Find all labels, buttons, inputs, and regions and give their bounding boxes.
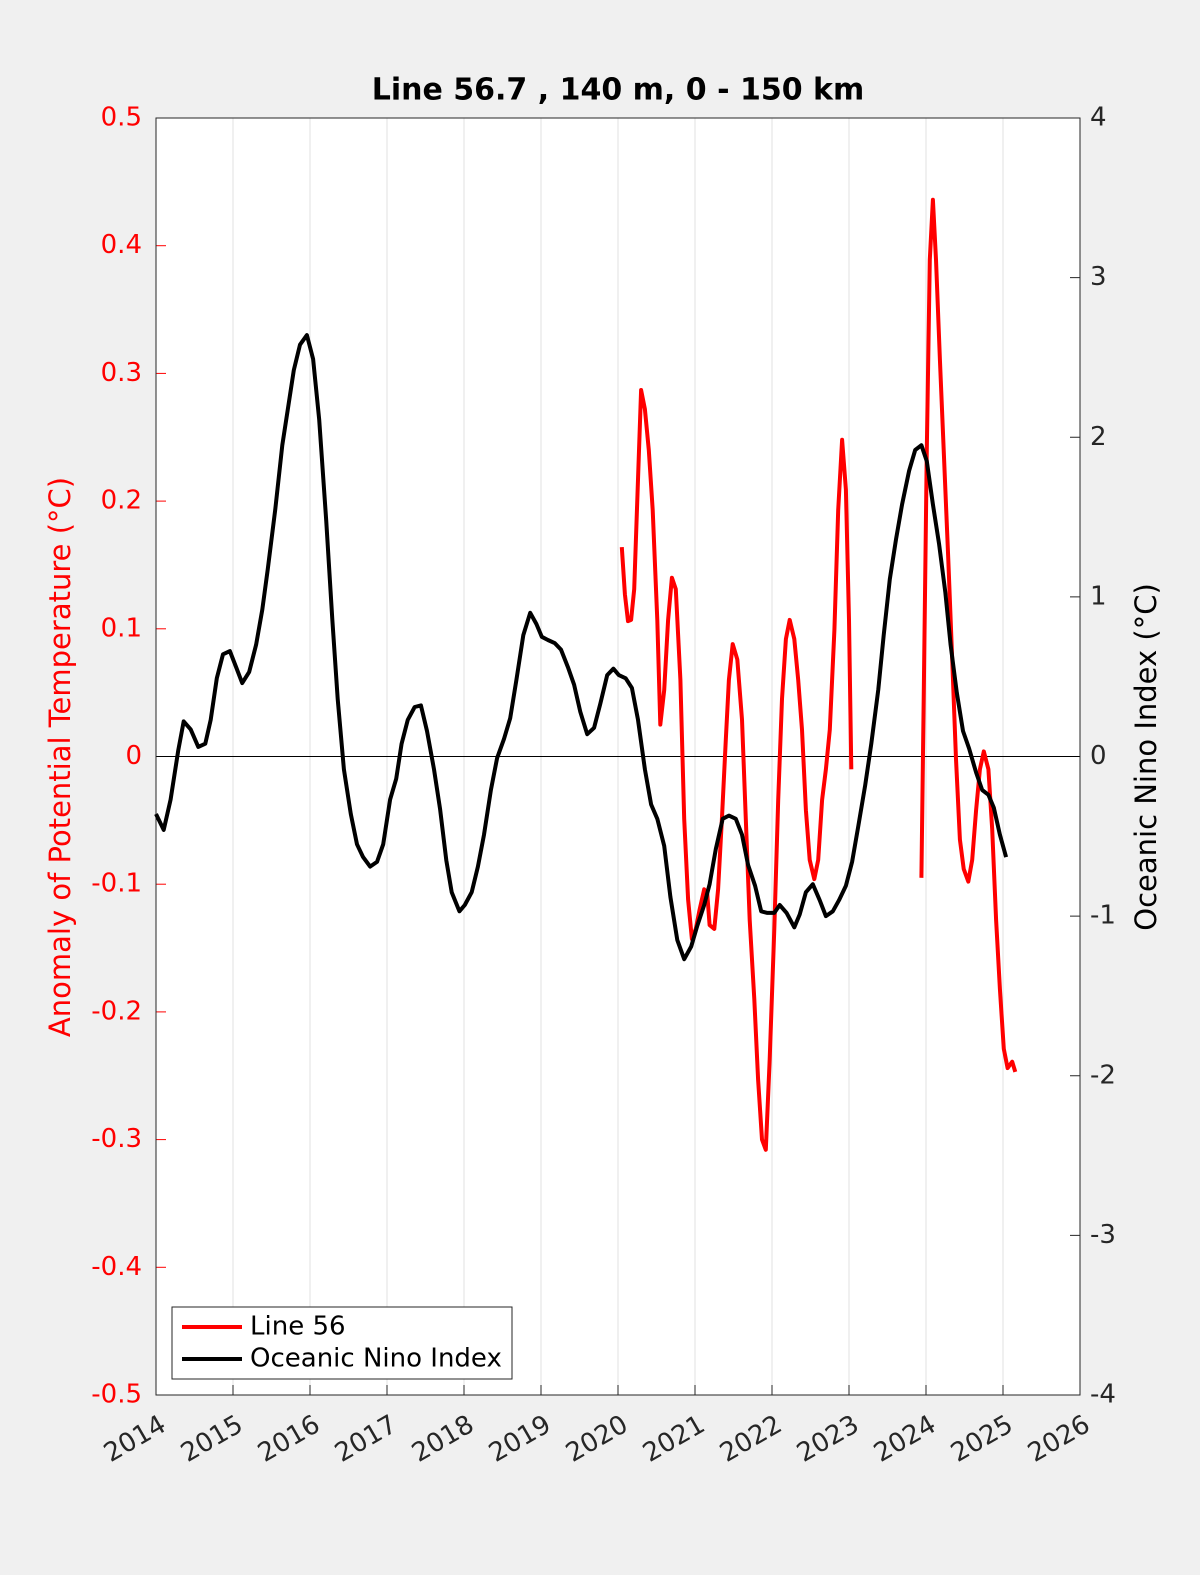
y-tick-label: 0.3 [101,358,142,388]
y-tick-label: 0.5 [101,103,142,133]
y2-tick-label: 1 [1090,581,1107,611]
y-axis-label: Anomaly of Potential Temperature (°C) [43,477,77,1037]
y2-tick-label: 3 [1090,262,1107,292]
y2-tick-label: 4 [1090,103,1107,133]
y-tick-label: 0.4 [101,230,142,260]
chart-title: Line 56.7 , 140 m, 0 - 150 km [372,73,865,108]
x-tick-label: 2021 [638,1410,710,1469]
y2-tick-label: 2 [1090,422,1107,452]
x-tick-label: 2020 [561,1410,633,1469]
legend-label: Line 56 [250,1312,346,1342]
x-tick-label: 2019 [484,1410,556,1469]
y2-tick-label: -1 [1090,901,1116,931]
y-tick-label: -0.4 [91,1252,142,1282]
y-tick-label: -0.1 [91,869,142,899]
y2-axis-label: Oceanic Nino Index (°C) [1129,583,1163,931]
legend-label: Oceanic Nino Index [250,1344,502,1374]
x-tick-label: 2017 [330,1410,402,1469]
x-tick-label: 2024 [869,1410,941,1469]
x-tick-label: 2015 [176,1410,248,1469]
y-tick-label: 0 [125,741,142,771]
x-tick-label: 2018 [407,1410,479,1469]
x-tick-label: 2023 [792,1410,864,1469]
y-tick-label: -0.2 [91,996,142,1026]
y-tick-label: 0.1 [101,613,142,643]
plot-frame [155,117,1081,1396]
y-tick-label: -0.5 [91,1380,142,1410]
data-line [154,333,1009,962]
y2-tick-label: -4 [1090,1380,1116,1410]
data-line [619,197,1018,1152]
x-tick-label: 2016 [253,1410,325,1469]
y2-tick-label: -2 [1090,1060,1116,1090]
x-tick-label: 2014 [99,1410,171,1469]
y-tick-label: 0.2 [101,486,142,516]
x-tick-label: 2025 [946,1410,1018,1469]
y2-tick-label: 0 [1090,741,1107,771]
y-tick-label: -0.3 [91,1124,142,1154]
x-tick-label: 2026 [1023,1410,1095,1469]
x-tick-label: 2022 [715,1410,787,1469]
legend-box [171,1306,513,1380]
y2-tick-label: -3 [1090,1220,1116,1250]
